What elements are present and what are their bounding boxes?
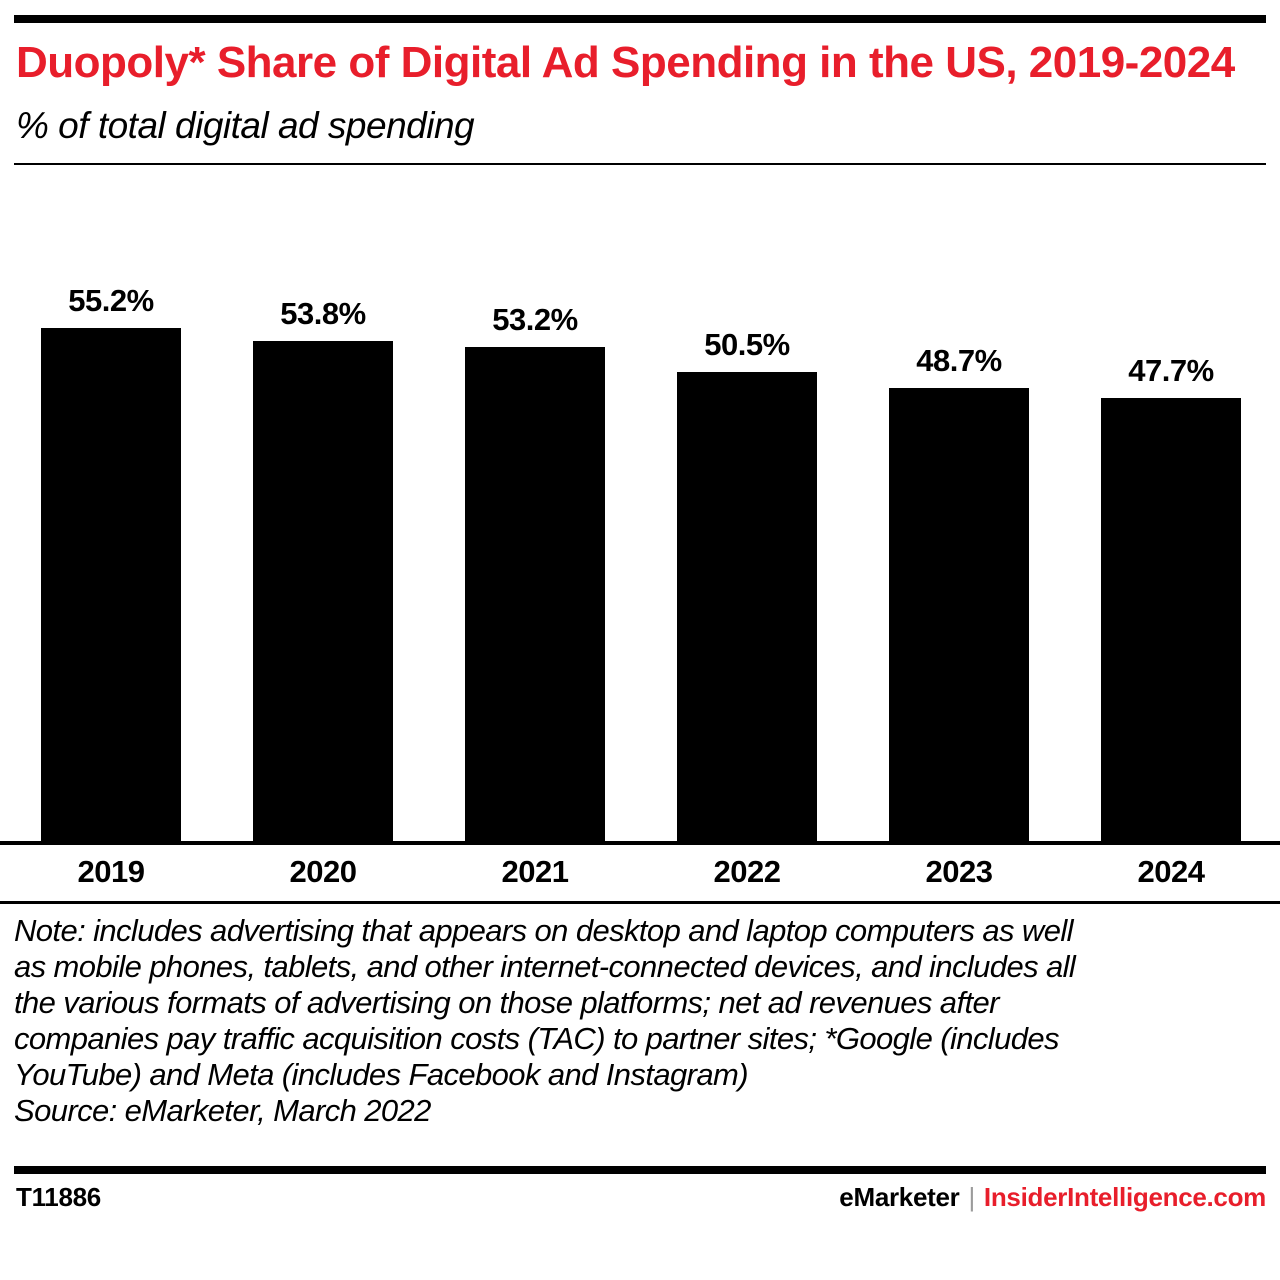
bar-2019: [41, 328, 181, 841]
bar-column-2023: 48.7%: [889, 343, 1029, 841]
bar-2024: [1101, 398, 1241, 841]
bar-column-2022: 50.5%: [677, 327, 817, 841]
bar-value-label: 50.5%: [704, 327, 790, 362]
chart-title: Duopoly* Share of Digital Ad Spending in…: [16, 38, 1235, 87]
note-line: Note: includes advertising that appears …: [14, 913, 1074, 948]
brand-separator: |: [968, 1182, 975, 1212]
note-block: Note: includes advertising that appears …: [14, 913, 1266, 1129]
bar-column-2020: 53.8%: [253, 296, 393, 841]
source-text: Source: eMarketer, March 2022: [14, 1093, 431, 1128]
note-line: companies pay traffic acquisition costs …: [14, 1021, 1060, 1056]
chart-subtitle: % of total digital ad spending: [16, 105, 475, 146]
bar-2020: [253, 341, 393, 841]
x-axis-labels: 2019 2020 2021 2022 2023 2024: [0, 845, 1280, 890]
bar-value-label: 53.2%: [492, 302, 578, 337]
bar-value-label: 47.7%: [1128, 353, 1214, 388]
footer-brand-group: eMarketer | InsiderIntelligence.com: [839, 1182, 1266, 1213]
bar-value-label: 48.7%: [916, 343, 1002, 378]
chart-id: T11886: [16, 1182, 101, 1212]
footer-divider-thin: [0, 901, 1280, 904]
header-divider: [14, 163, 1266, 165]
footer: T11886 eMarketer | InsiderIntelligence.com: [16, 1182, 1266, 1213]
bar-2022: [677, 372, 817, 841]
bar-column-2024: 47.7%: [1101, 353, 1241, 841]
top-rule: [14, 15, 1266, 23]
bar-column-2021: 53.2%: [465, 302, 605, 841]
note-text: Note: includes advertising that appears …: [14, 913, 1266, 1093]
bar-2023: [889, 388, 1029, 841]
x-tick-label-2023: 2023: [925, 854, 993, 889]
note-line: YouTube) and Meta (includes Facebook and…: [14, 1057, 749, 1092]
insider-intelligence-link[interactable]: InsiderIntelligence.com: [983, 1182, 1266, 1212]
bars-row: 55.2% 53.8% 53.2% 50.5% 48.7% 47.7%: [0, 165, 1280, 841]
x-tick-label-2024: 2024: [1137, 854, 1205, 889]
x-tick-label-2022: 2022: [713, 854, 781, 889]
bar-column-2019: 55.2%: [41, 283, 181, 841]
bar-value-label: 55.2%: [68, 283, 154, 318]
note-line: the various formats of advertising on th…: [14, 985, 999, 1020]
note-line: as mobile phones, tablets, and other int…: [14, 949, 1076, 984]
bar-value-label: 53.8%: [280, 296, 366, 331]
x-axis-baseline: [0, 841, 1280, 845]
x-tick-label-2021: 2021: [501, 854, 569, 889]
bar-2021: [465, 347, 605, 841]
x-tick-label-2019: 2019: [77, 854, 145, 889]
emarketer-logo-text: eMarketer: [839, 1182, 960, 1212]
bottom-rule: [14, 1166, 1266, 1174]
x-tick-label-2020: 2020: [289, 854, 357, 889]
